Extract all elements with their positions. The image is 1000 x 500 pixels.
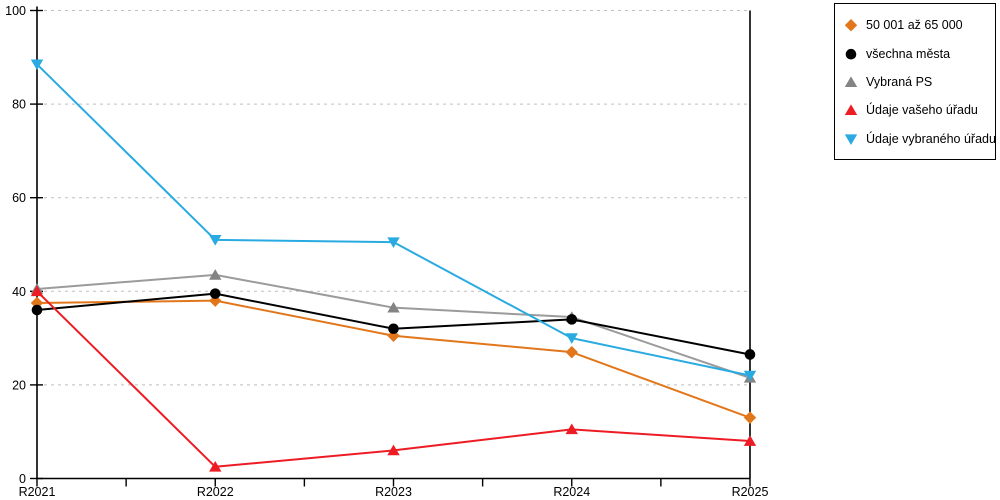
legend-marker-2: [844, 76, 858, 87]
x-tick-label-R2023: R2023: [375, 485, 412, 499]
data-point-1-R2021: [31, 304, 43, 316]
data-point-4-R2022: [209, 235, 222, 246]
data-point-4-R2025: [743, 370, 757, 382]
legend-label-2: Vybraná PS: [866, 74, 933, 89]
legend-marker-1: [845, 48, 857, 60]
y-tick-label-60: 60: [12, 191, 26, 205]
legend-item-4: Údaje vybraného úřadu: [844, 125, 996, 153]
data-point-1-R2023: [388, 323, 399, 335]
y-tick-label-20: 20: [12, 378, 26, 392]
legend-marker-3: [844, 104, 858, 116]
series-0: [30, 294, 757, 424]
data-point-3-R2024: [565, 423, 578, 435]
data-point-2-R2023: [387, 301, 400, 313]
legend-marker-4: [844, 134, 858, 145]
data-point-0-R2022: [209, 294, 222, 307]
y-tick-label-40: 40: [12, 285, 26, 299]
data-point-3-R2022: [209, 461, 222, 472]
legend-item-1: všechna města: [844, 39, 989, 67]
data-point-3-R2021: [30, 285, 44, 297]
data-point-3-R2025: [743, 435, 757, 446]
data-point-1-R2022: [209, 288, 221, 299]
x-tick-label-R2024: R2024: [553, 485, 590, 499]
data-point-3-R2023: [387, 444, 400, 456]
y-tick-label-100: 100: [5, 4, 26, 18]
circle-icon: [845, 48, 857, 60]
legend-label-0: 50 001 až 65 000: [866, 18, 963, 33]
legend-label-4: Údaje vybraného úřadu: [866, 131, 996, 146]
legend-label-1: všechna města: [866, 46, 951, 61]
y-tick-label-80: 80: [12, 98, 26, 112]
x-tick-label-R2022: R2022: [197, 485, 234, 499]
series-1: [31, 288, 756, 360]
series-4: [30, 59, 757, 382]
diamond-icon: [844, 19, 858, 32]
series-3: [30, 285, 757, 472]
data-point-4-R2023: [387, 237, 400, 248]
triangle-down-icon: [844, 134, 858, 145]
chart-legend: 50 001 až 65 000 všechna města Vybraná PS Ú…: [834, 3, 996, 160]
x-tick-label-R2025: R2025: [732, 485, 769, 499]
data-point-2-R2022: [209, 269, 222, 280]
triangle-up-icon: [844, 76, 858, 87]
data-point-0-R2025: [743, 411, 757, 424]
data-point-4-R2021: [30, 59, 44, 71]
triangle-up-icon: [844, 104, 858, 116]
y-tick-label-0: 0: [19, 472, 26, 486]
legend-item-0: 50 001 až 65 000: [844, 11, 989, 39]
legend-label-3: Údaje vašeho úřadu: [866, 103, 978, 118]
series-line-0: [36, 299, 751, 419]
data-point-4-R2024: [565, 333, 578, 344]
data-point-0-R2024: [565, 345, 578, 359]
legend-item-3: Údaje vašeho úřadu: [844, 96, 989, 124]
legend-marker-0: [844, 19, 858, 32]
data-point-1-R2024: [566, 314, 578, 325]
data-point-1-R2025: [744, 349, 756, 360]
legend-item-2: Vybraná PS: [844, 68, 989, 96]
x-tick-label-R2021: R2021: [19, 485, 56, 499]
